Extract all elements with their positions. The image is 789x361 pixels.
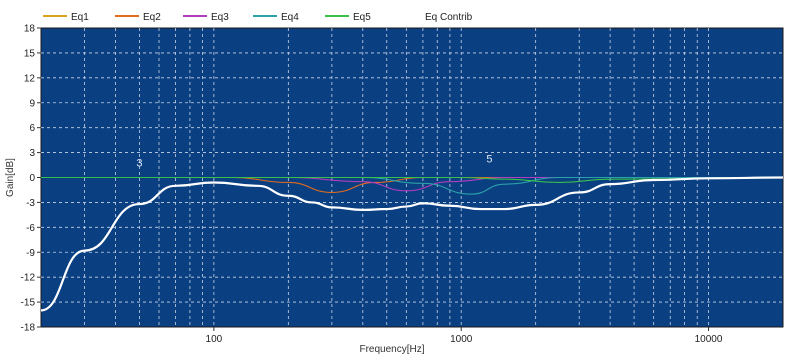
annotation-label: 5 bbox=[486, 154, 492, 166]
legend-label: Eq1 bbox=[71, 12, 89, 23]
x-axis-ticks: 100 1000 10000 bbox=[206, 327, 723, 345]
series-line-eq-contrib bbox=[40, 176, 784, 312]
legend-label: Eq Contrib bbox=[425, 12, 473, 23]
x-tick-label: 10000 bbox=[695, 334, 723, 345]
y-tick-label: 12 bbox=[24, 73, 36, 84]
chart-legend: Eq1 Eq2 Eq3 Eq4 Eq5 Eq Contrib bbox=[43, 12, 473, 23]
grid-lines bbox=[41, 28, 783, 327]
series-lines bbox=[40, 176, 784, 312]
y-tick-label: -12 bbox=[21, 273, 36, 284]
x-axis-label: Frequency[Hz] bbox=[359, 344, 424, 355]
y-tick-label: 3 bbox=[29, 148, 35, 159]
legend-label: Eq3 bbox=[211, 12, 229, 23]
y-tick-label: 6 bbox=[29, 123, 35, 134]
y-axis-label: Gain[dB] bbox=[5, 158, 16, 197]
y-tick-label: -15 bbox=[21, 298, 36, 309]
x-tick-label: 100 bbox=[206, 334, 223, 345]
y-tick-label: 9 bbox=[29, 98, 35, 109]
y-tick-label: -6 bbox=[26, 223, 35, 234]
legend-label: Eq2 bbox=[143, 12, 161, 23]
y-tick-label: 0 bbox=[29, 173, 35, 184]
y-tick-label: -18 bbox=[21, 323, 36, 334]
y-tick-label: 18 bbox=[24, 24, 36, 35]
x-tick-label: 1000 bbox=[450, 334, 473, 345]
legend-label: Eq4 bbox=[281, 12, 299, 23]
legend-label: Eq5 bbox=[353, 12, 371, 23]
y-tick-label: 15 bbox=[24, 48, 36, 59]
y-tick-label: -9 bbox=[26, 248, 35, 259]
y-tick-label: -3 bbox=[26, 198, 35, 209]
annotation-label: 3 bbox=[136, 158, 142, 170]
y-axis-ticks: 18 15 12 9 6 3 0 -3 -6 -9 -12 -15 -18 bbox=[21, 24, 41, 334]
